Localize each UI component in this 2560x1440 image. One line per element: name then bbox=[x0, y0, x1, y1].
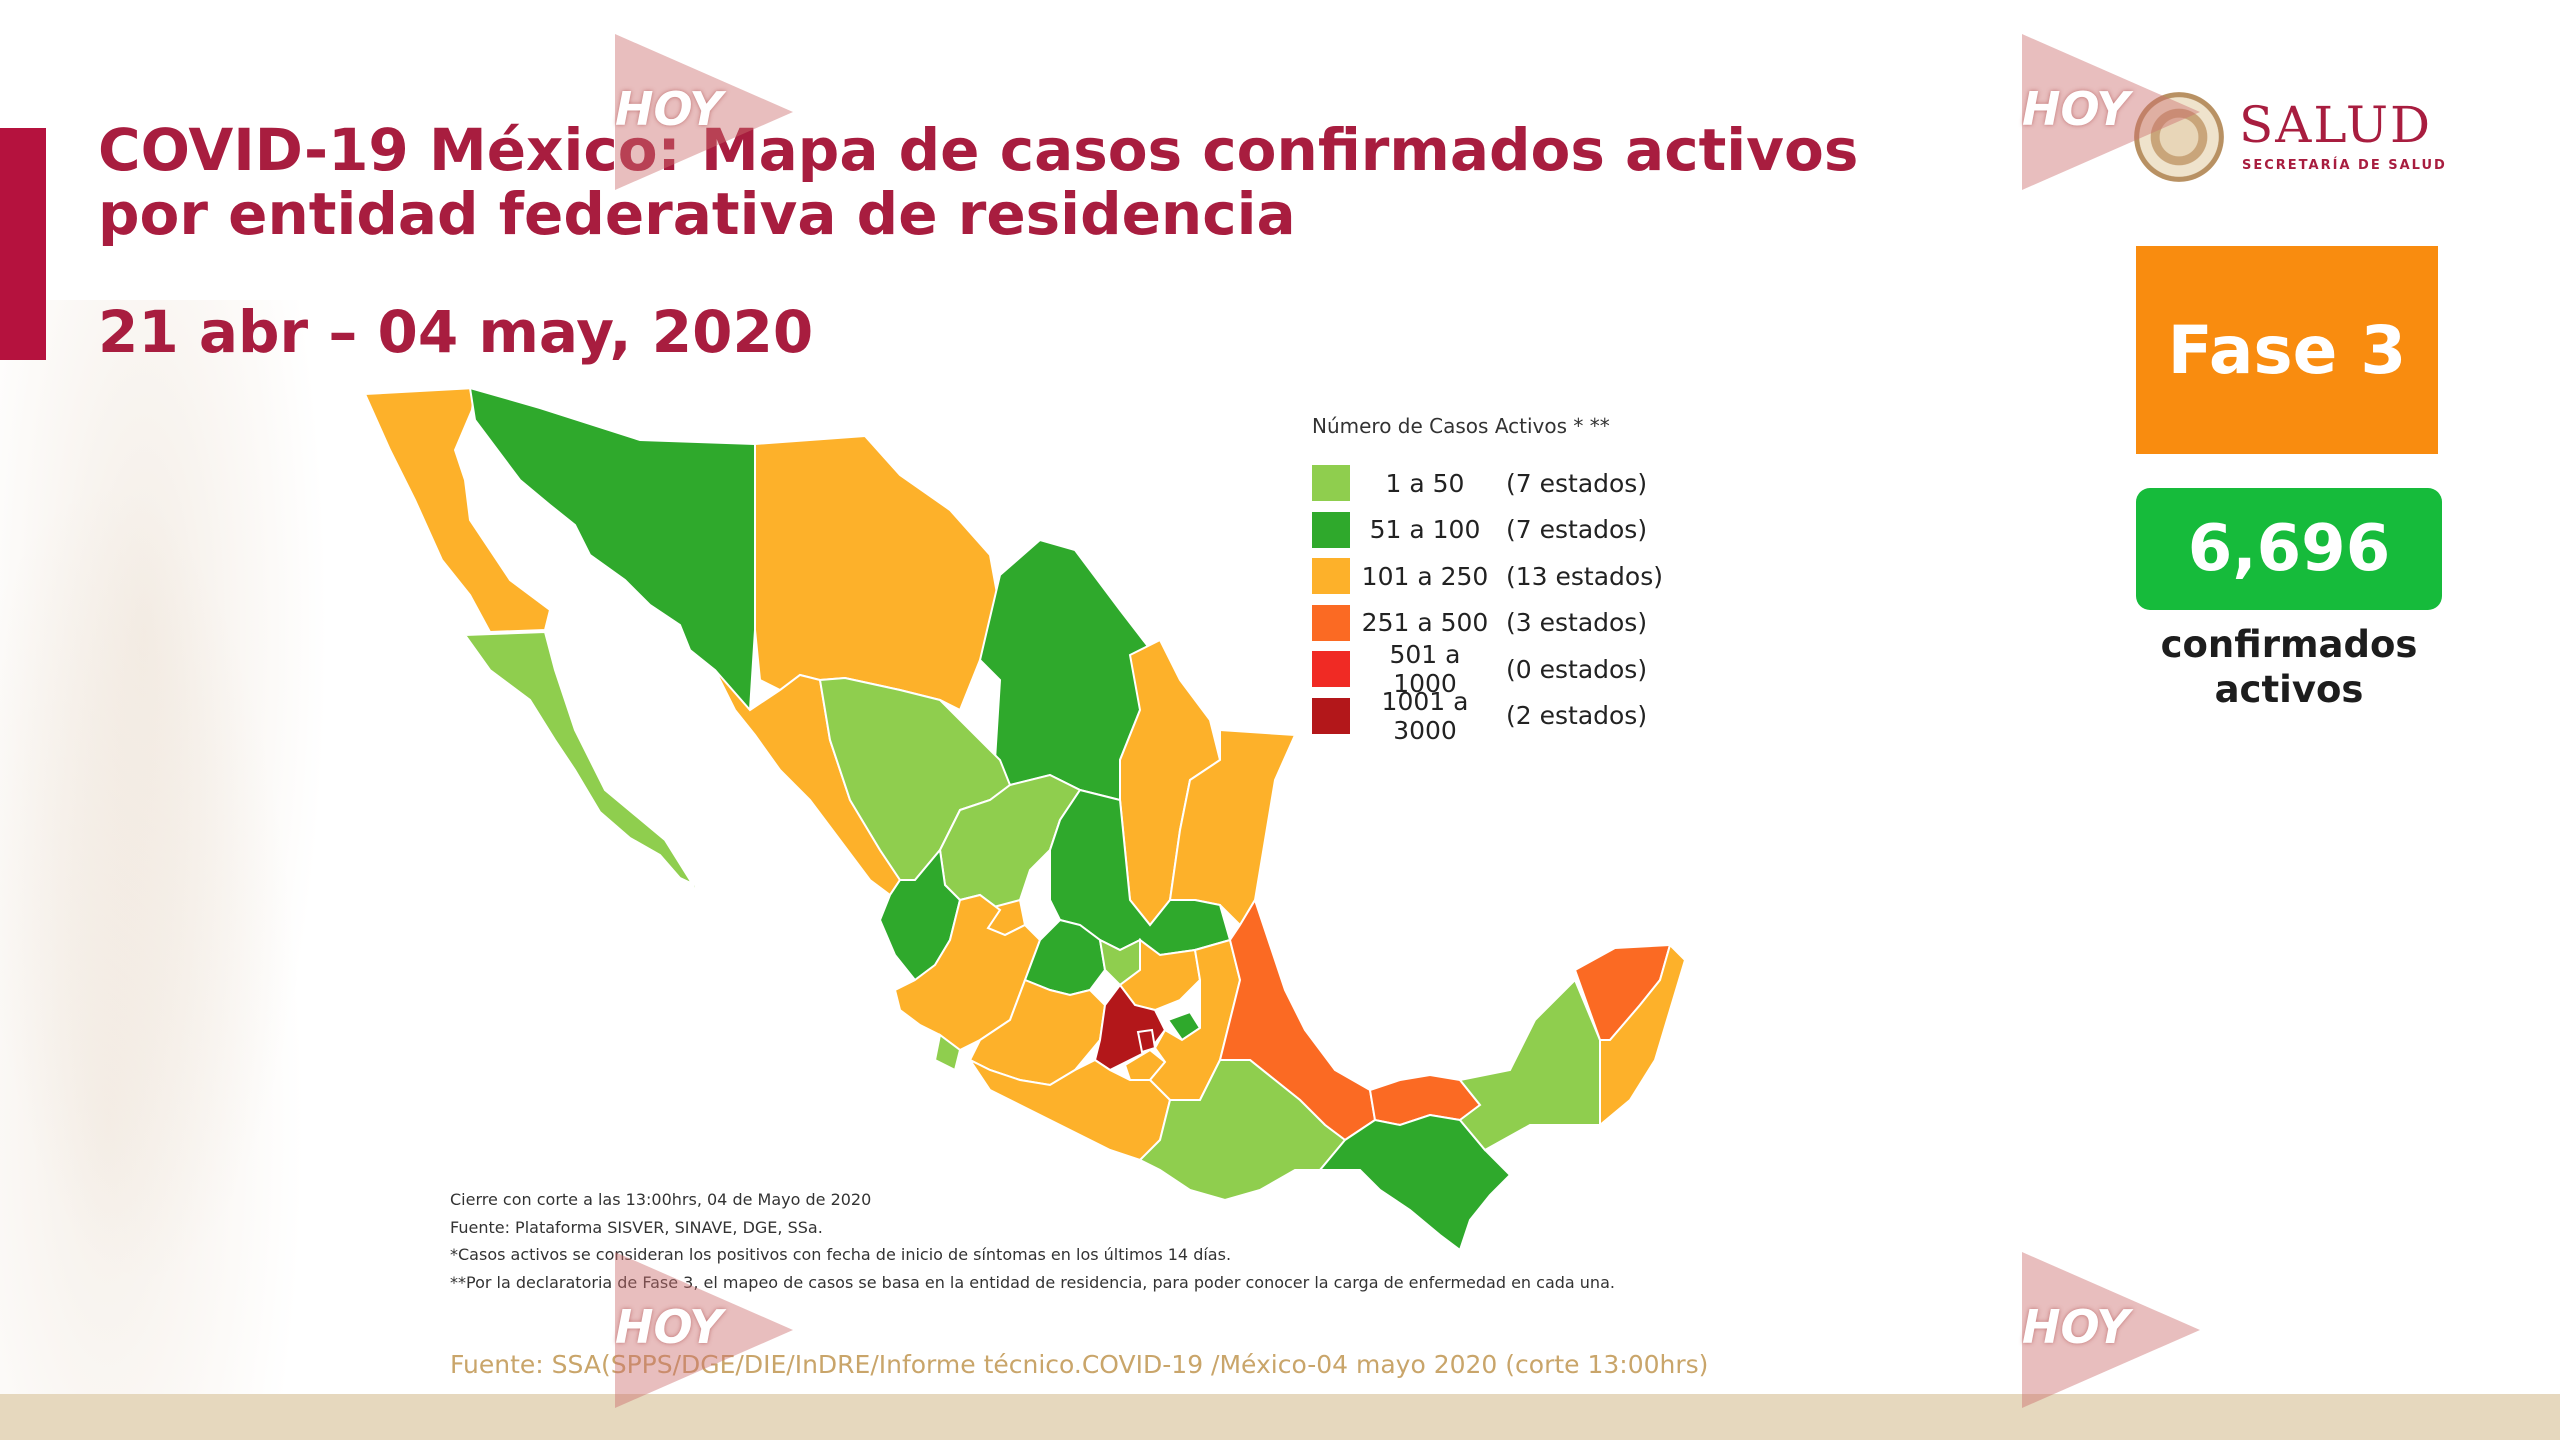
legend-count: (2 estados) bbox=[1506, 701, 1648, 731]
state-campeche bbox=[1458, 978, 1601, 1152]
legend-swatch bbox=[1312, 558, 1350, 595]
page-title: COVID-19 México: Mapa de casos confirmad… bbox=[98, 116, 1859, 248]
legend-count: (7 estados) bbox=[1506, 515, 1648, 545]
state-hidalgo bbox=[1118, 938, 1202, 1012]
legend-swatch bbox=[1312, 604, 1350, 641]
watermark-text: HOY bbox=[2022, 82, 2130, 136]
footnote-active-definition: *Casos activos se consideran los positiv… bbox=[450, 1245, 1232, 1264]
watermark: HOY bbox=[615, 1252, 905, 1412]
logo-name: SALUD bbox=[2239, 96, 2433, 154]
legend-count: (7 estados) bbox=[1506, 468, 1648, 498]
legend-swatch bbox=[1312, 697, 1350, 734]
state-baja-california bbox=[363, 386, 552, 634]
watermark: HOY bbox=[615, 34, 905, 194]
legend-swatch bbox=[1312, 465, 1350, 502]
salud-logo: SALUD SECRETARÍA DE SALUD bbox=[2134, 82, 2454, 192]
logo-subtitle: SECRETARÍA DE SALUD bbox=[2242, 158, 2447, 173]
state-chiapas bbox=[1317, 1113, 1512, 1252]
legend-item: 251 a 500 (3 estados) bbox=[1312, 600, 1772, 647]
legend-range: 51 a 100 bbox=[1369, 515, 1481, 545]
legend-count: (0 estados) bbox=[1506, 654, 1648, 684]
watermark-text: HOY bbox=[2022, 1300, 2130, 1354]
active-cases-badge: 6,696 bbox=[2136, 488, 2442, 610]
legend-item: 51 a 100 (7 estados) bbox=[1312, 507, 1772, 554]
watermark-text: HOY bbox=[615, 1300, 723, 1354]
state-ciudad-de-mexico bbox=[1136, 1028, 1157, 1054]
legend-range: 501 a 1000 bbox=[1389, 640, 1461, 699]
footnote-platform: Fuente: Plataforma SISVER, SINAVE, DGE, … bbox=[450, 1217, 823, 1237]
legend-count: (13 estados) bbox=[1506, 561, 1663, 591]
state-guerrero bbox=[967, 1057, 1172, 1162]
legend-title: Número de Casos Activos * ** bbox=[1312, 414, 1610, 438]
legend-range: 251 a 500 bbox=[1361, 608, 1489, 638]
accent-bar bbox=[0, 128, 46, 360]
legend-items: 1 a 50 (7 estados) 51 a 100 (7 estados) … bbox=[1312, 460, 1772, 745]
legend-swatch bbox=[1312, 651, 1350, 688]
watermark: HOY bbox=[2022, 1252, 2312, 1412]
active-cases-count: 6,696 bbox=[2187, 512, 2391, 586]
footnote-phase-3: **Por la declaratoria de Fase 3, el mape… bbox=[450, 1272, 1615, 1292]
footer-band bbox=[0, 1394, 2560, 1440]
watermark-arrow-icon bbox=[2022, 1252, 2200, 1408]
phase-badge: Fase 3 bbox=[2136, 246, 2438, 454]
state-baja-california-sur bbox=[463, 630, 706, 911]
phase-label: Fase 3 bbox=[2167, 311, 2407, 389]
legend-range: 1001 a 3000 bbox=[1381, 686, 1469, 745]
state-quintana-roo bbox=[1599, 943, 1687, 1128]
watermark-arrow-icon bbox=[615, 1252, 793, 1408]
legend-item: 101 a 250 (13 estados) bbox=[1312, 553, 1772, 600]
legend-count: (3 estados) bbox=[1506, 608, 1648, 638]
date-range: 21 abr – 04 may, 2020 bbox=[98, 298, 814, 366]
legend-item: 1001 a 3000 (2 estados) bbox=[1312, 687, 1772, 745]
source-citation: Fuente: SSA(SPPS/DGE/DIE/InDRE/Informe t… bbox=[450, 1350, 1709, 1379]
active-cases-label: confirmados activos bbox=[2160, 623, 2418, 711]
state-chihuahua bbox=[754, 434, 1002, 712]
legend-range: 1 a 50 bbox=[1385, 468, 1465, 498]
legend-item: 1 a 50 (7 estados) bbox=[1312, 460, 1772, 507]
map-legend: Número de Casos Activos * ** 1 a 50 (7 e… bbox=[1312, 414, 1772, 745]
legend-item: 501 a 1000 (0 estados) bbox=[1312, 640, 1772, 698]
legend-range: 101 a 250 bbox=[1361, 561, 1489, 591]
footnote-cutoff: Cierre con corte a las 13:00hrs, 04 de M… bbox=[450, 1190, 872, 1209]
footnotes: Cierre con corte a las 13:00hrs, 04 de M… bbox=[450, 1186, 1615, 1296]
watermark-text: HOY bbox=[615, 82, 723, 136]
watermark: HOY bbox=[2022, 34, 2312, 194]
national-seal-icon bbox=[2134, 92, 2224, 182]
watermark-arrow-icon bbox=[2022, 34, 2200, 190]
legend-swatch bbox=[1312, 511, 1350, 548]
watermark-arrow-icon bbox=[615, 34, 793, 190]
mexico-state-map bbox=[363, 386, 1687, 1252]
state-colima bbox=[933, 1033, 962, 1072]
decorative-background bbox=[0, 300, 360, 1400]
